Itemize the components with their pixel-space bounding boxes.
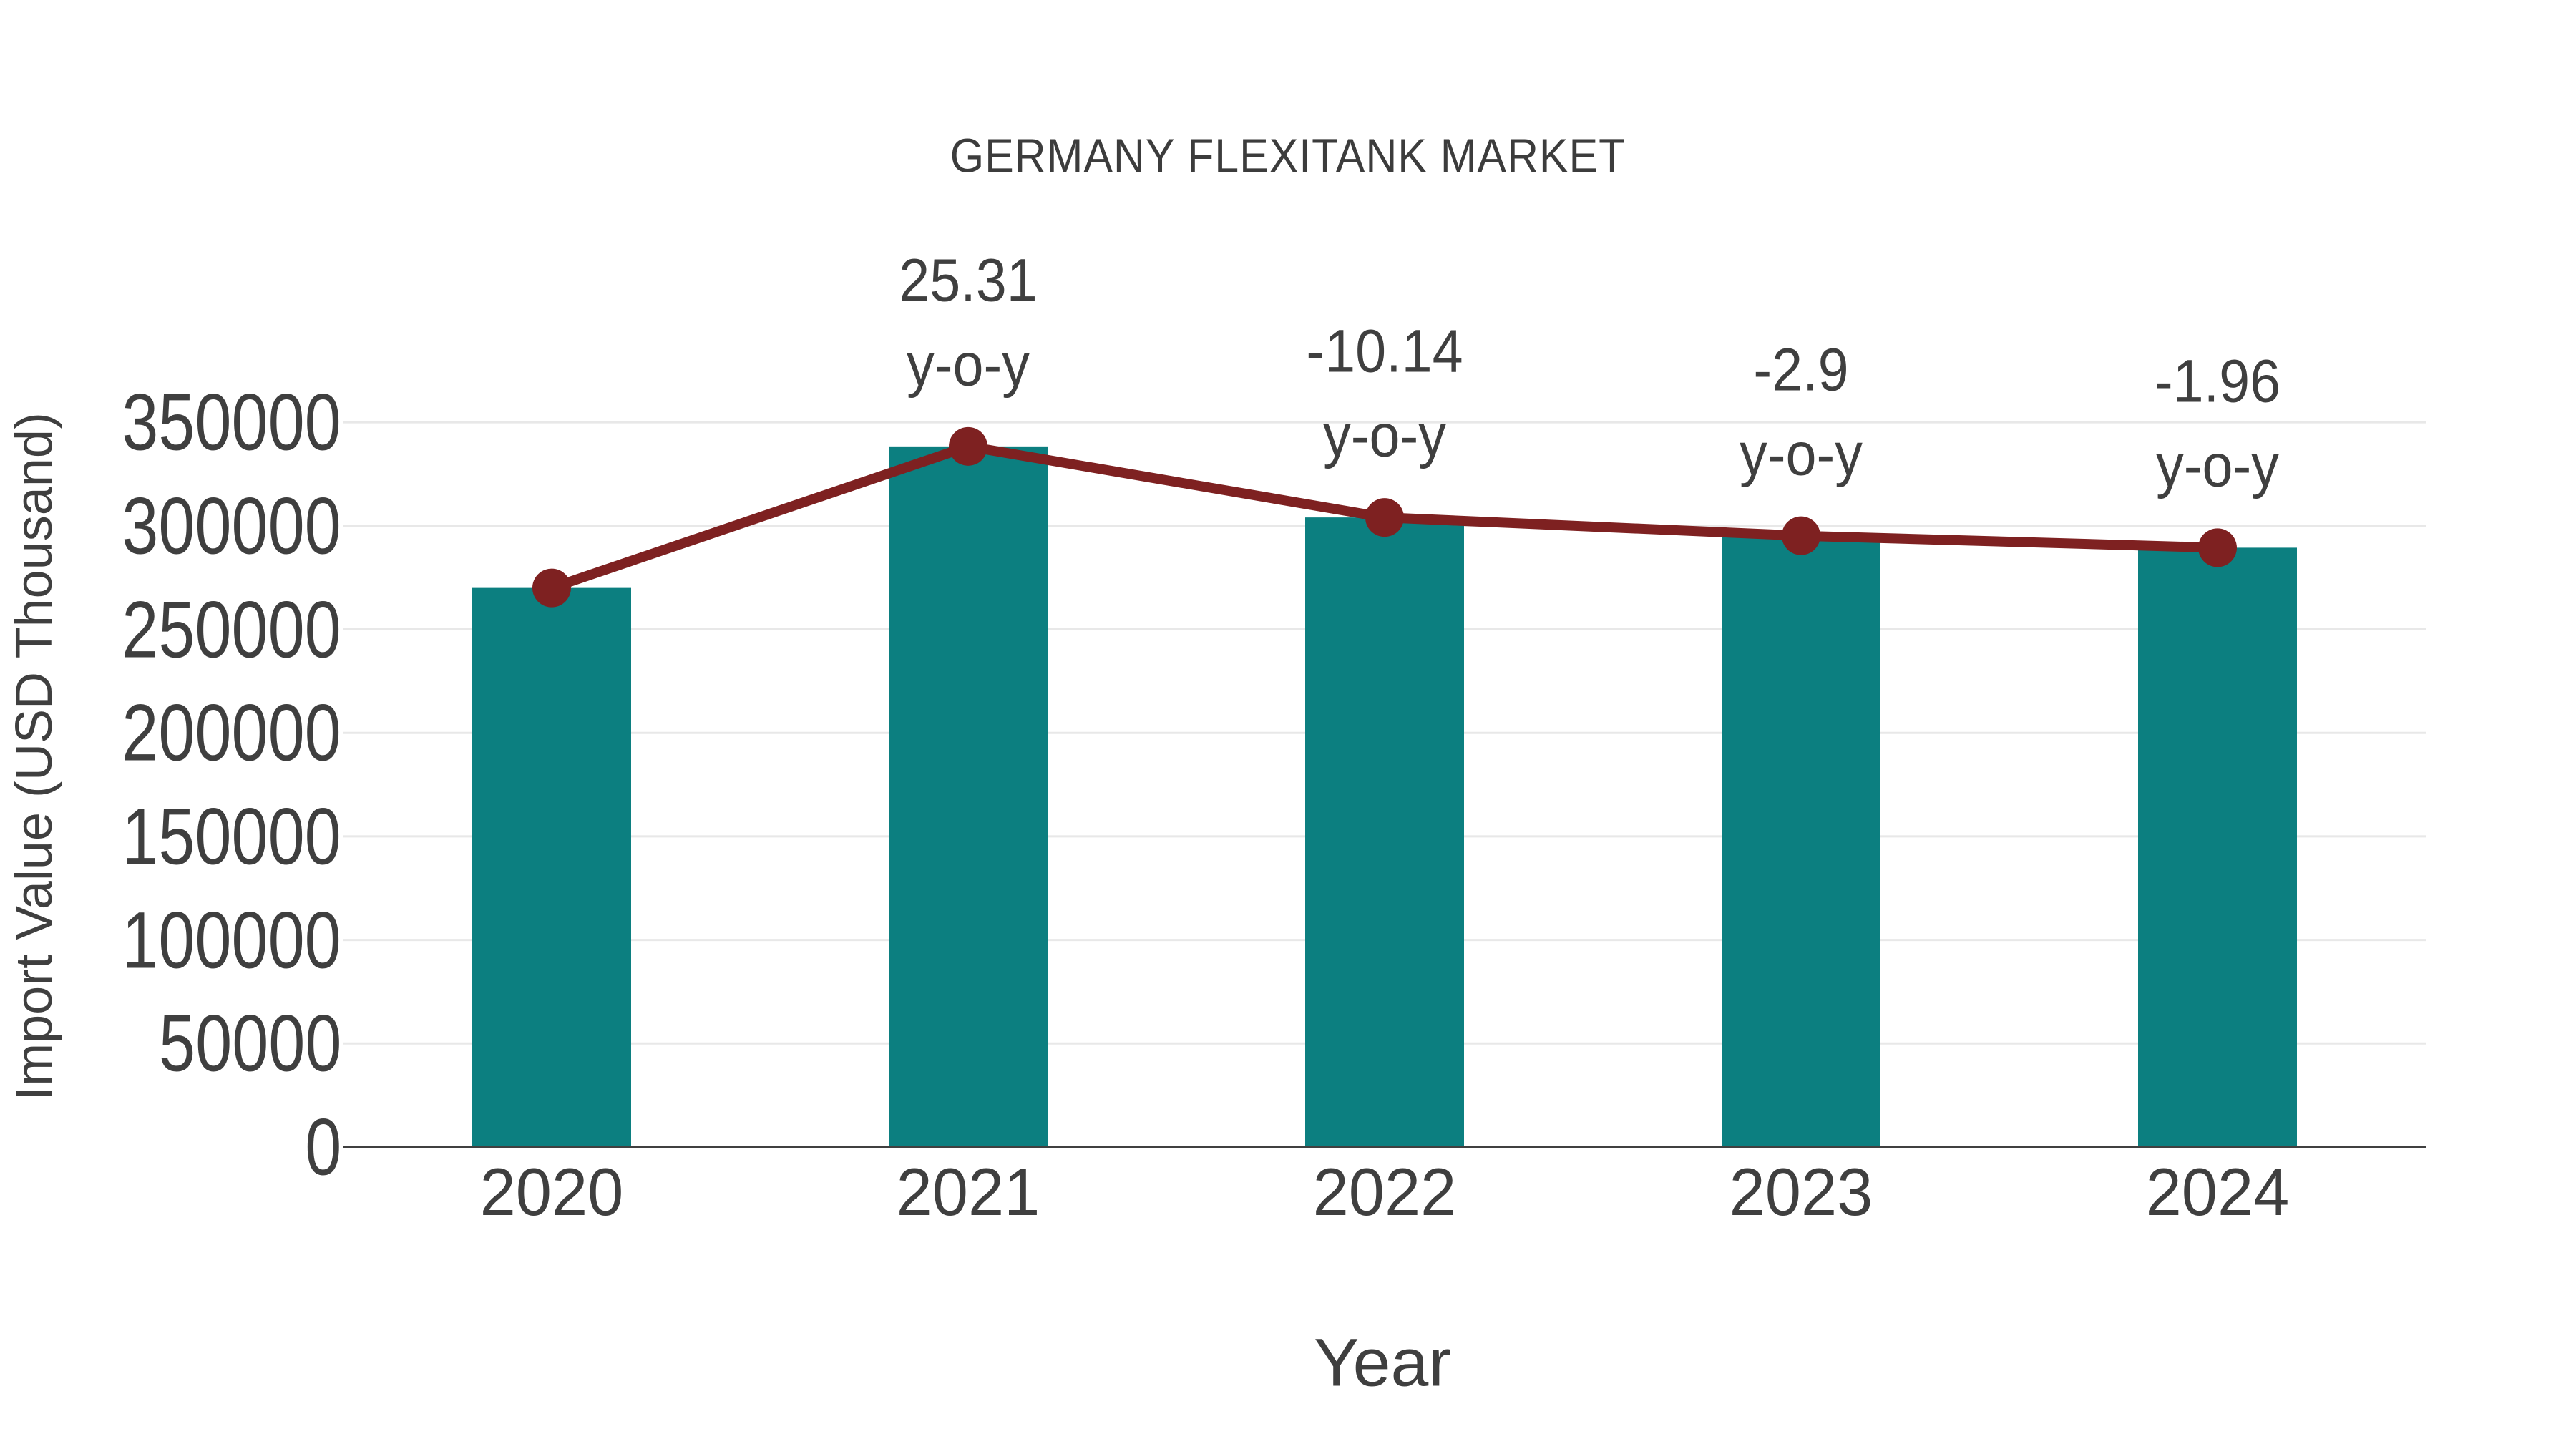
marker-2024[interactable] — [2198, 528, 2237, 567]
x-axis-title: Year — [1314, 1324, 1451, 1401]
y-tick-label-150000: 150000 — [122, 791, 341, 882]
annotation-value-2023: -2.9 — [1753, 336, 1849, 404]
marker-2020[interactable] — [532, 568, 571, 608]
y-tick-label-50000: 50000 — [158, 998, 341, 1088]
x-tick-label-2023: 2023 — [1729, 1154, 1873, 1229]
y-tick-label-100000: 100000 — [122, 895, 341, 985]
y-tick-label-350000: 350000 — [122, 377, 341, 467]
x-tick-label-2020: 2020 — [479, 1154, 624, 1229]
y-tick-label-250000: 250000 — [122, 585, 341, 674]
y-tick-label-0: 0 — [304, 1102, 341, 1192]
chart-title: GERMANY FLEXITANK MARKET — [950, 129, 1626, 183]
x-tick-label-2024: 2024 — [2145, 1154, 2290, 1229]
bar-2022[interactable] — [1305, 517, 1464, 1147]
marker-2022[interactable] — [1365, 498, 1404, 537]
annotation-value-2024: -1.96 — [2154, 347, 2281, 415]
marker-2021[interactable] — [949, 426, 987, 466]
bar-2020[interactable] — [472, 587, 631, 1147]
annotation-suffix-2023: y-o-y — [1740, 420, 1863, 488]
y-tick-label-200000: 200000 — [122, 688, 341, 778]
annotation-suffix-2021: y-o-y — [907, 331, 1030, 399]
y-tick-label-300000: 300000 — [122, 481, 341, 571]
bar-2021[interactable] — [889, 446, 1048, 1147]
annotation-value-2022: -10.14 — [1306, 317, 1463, 385]
x-tick-label-2022: 2022 — [1312, 1154, 1457, 1229]
marker-2023[interactable] — [1782, 516, 1820, 555]
annotation-suffix-2022: y-o-y — [1323, 401, 1446, 469]
x-tick-label-2021: 2021 — [896, 1154, 1040, 1229]
bar-2023[interactable] — [1722, 535, 1880, 1147]
bar-2024[interactable] — [2138, 547, 2297, 1147]
annotation-value-2021: 25.31 — [899, 246, 1038, 314]
annotation-suffix-2024: y-o-y — [2156, 431, 2279, 499]
